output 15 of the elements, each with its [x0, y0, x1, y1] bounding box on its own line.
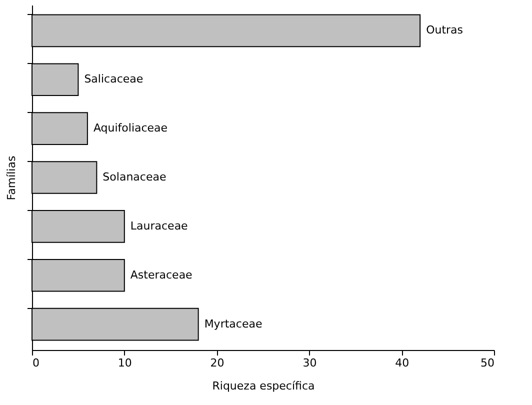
x-tick-label: 30	[302, 356, 317, 370]
y-tick-label: Aquifoliaceae	[93, 122, 168, 135]
y-tick-label: Lauraceae	[130, 219, 188, 232]
x-axis-title: Riqueza específica	[212, 380, 315, 392]
y-tick-label: Solanaceae	[102, 170, 166, 184]
x-tick-label: 40	[395, 356, 410, 370]
y-axis-title: Famílias	[5, 156, 18, 200]
y-tick-label: Outras	[426, 24, 464, 37]
y-tick-label: Salicaceae	[84, 72, 144, 86]
y-tick-label: Myrtaceae	[204, 317, 262, 330]
x-tick-label: 10	[118, 356, 132, 370]
y-tick-label: Asteraceae	[130, 268, 193, 282]
x-tick-label: 20	[210, 356, 224, 370]
x-tick-label: 50	[480, 356, 494, 370]
x-tick-label: 0	[32, 356, 40, 370]
